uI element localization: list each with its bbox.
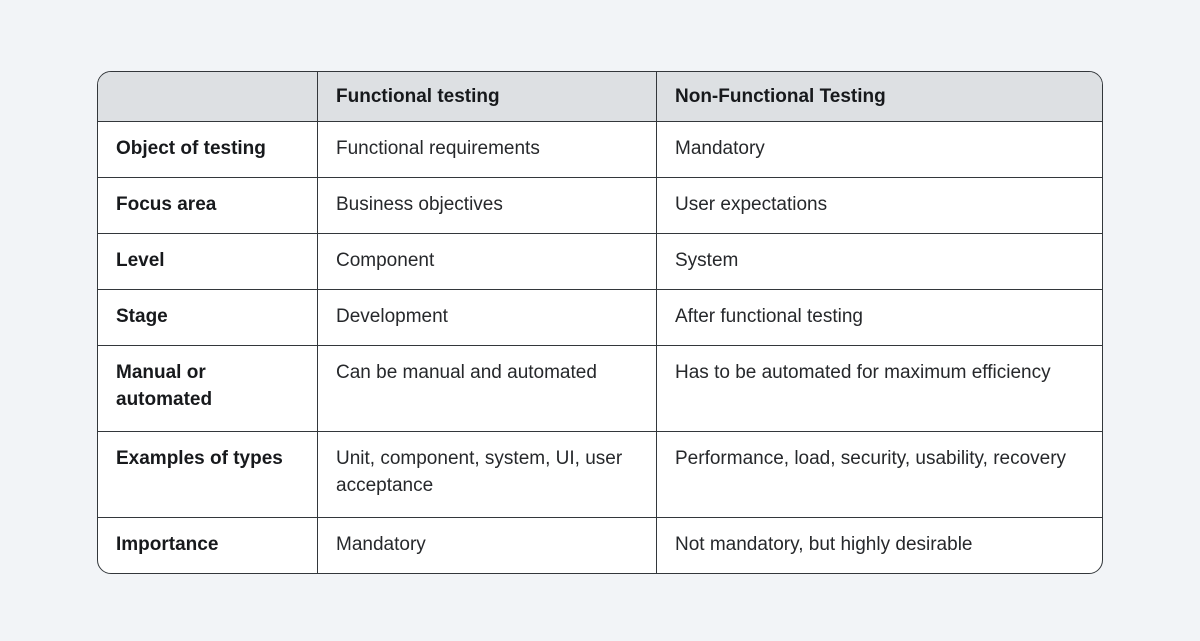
cell-functional: Unit, component, system, UI, user accept… <box>317 431 656 517</box>
cell-non-functional: Mandatory <box>656 122 1102 177</box>
table-row-importance: Importance Mandatory Not mandatory, but … <box>98 517 1102 573</box>
table-row-manual-or-automated: Manual or automated Can be manual and au… <box>98 345 1102 431</box>
table-row-stage: Stage Development After functional testi… <box>98 289 1102 345</box>
functional-vs-nonfunctional-table: Functional testing Non-Functional Testin… <box>98 72 1102 573</box>
row-label: Stage <box>98 289 317 345</box>
cell-non-functional: Not mandatory, but highly desirable <box>656 517 1102 573</box>
column-header-non-functional-testing: Non-Functional Testing <box>656 72 1102 122</box>
cell-functional: Business objectives <box>317 177 656 233</box>
row-label: Object of testing <box>116 138 266 159</box>
row-label: Level <box>98 233 317 289</box>
cell-functional: Development <box>317 289 656 345</box>
table-row-object-of-testing: Object of testing Functional requirement… <box>98 122 1102 177</box>
corner-header-cell <box>98 72 317 122</box>
cell-non-functional: Has to be automated for maximum efficien… <box>656 345 1102 431</box>
table-body: Object of testing Functional requirement… <box>98 122 1102 573</box>
cell-functional: Mandatory <box>317 517 656 573</box>
cell-non-functional: System <box>656 233 1102 289</box>
table-header-row: Functional testing Non-Functional Testin… <box>98 72 1102 122</box>
comparison-table: Functional testing Non-Functional Testin… <box>97 71 1103 574</box>
row-label: Manual or automated <box>98 345 317 431</box>
cell-functional: Component <box>317 233 656 289</box>
table-header: Functional testing Non-Functional Testin… <box>98 72 1102 122</box>
table-row-level: Level Component System <box>98 233 1102 289</box>
cell-non-functional: After functional testing <box>656 289 1102 345</box>
cell-non-functional: Performance, load, security, usability, … <box>656 431 1102 517</box>
cell-functional: Can be manual and automated <box>317 345 656 431</box>
table-row-examples-of-types: Examples of types Unit, component, syste… <box>98 431 1102 517</box>
cell-functional: Functional requirements <box>317 122 656 177</box>
row-label: Examples of types <box>98 431 317 517</box>
table-row-focus-area: Focus area Business objectives User expe… <box>98 177 1102 233</box>
row-label: Focus area <box>98 177 317 233</box>
row-label: Importance <box>98 517 317 573</box>
cell-non-functional: User expectations <box>656 177 1102 233</box>
column-header-functional-testing: Functional testing <box>317 72 656 122</box>
